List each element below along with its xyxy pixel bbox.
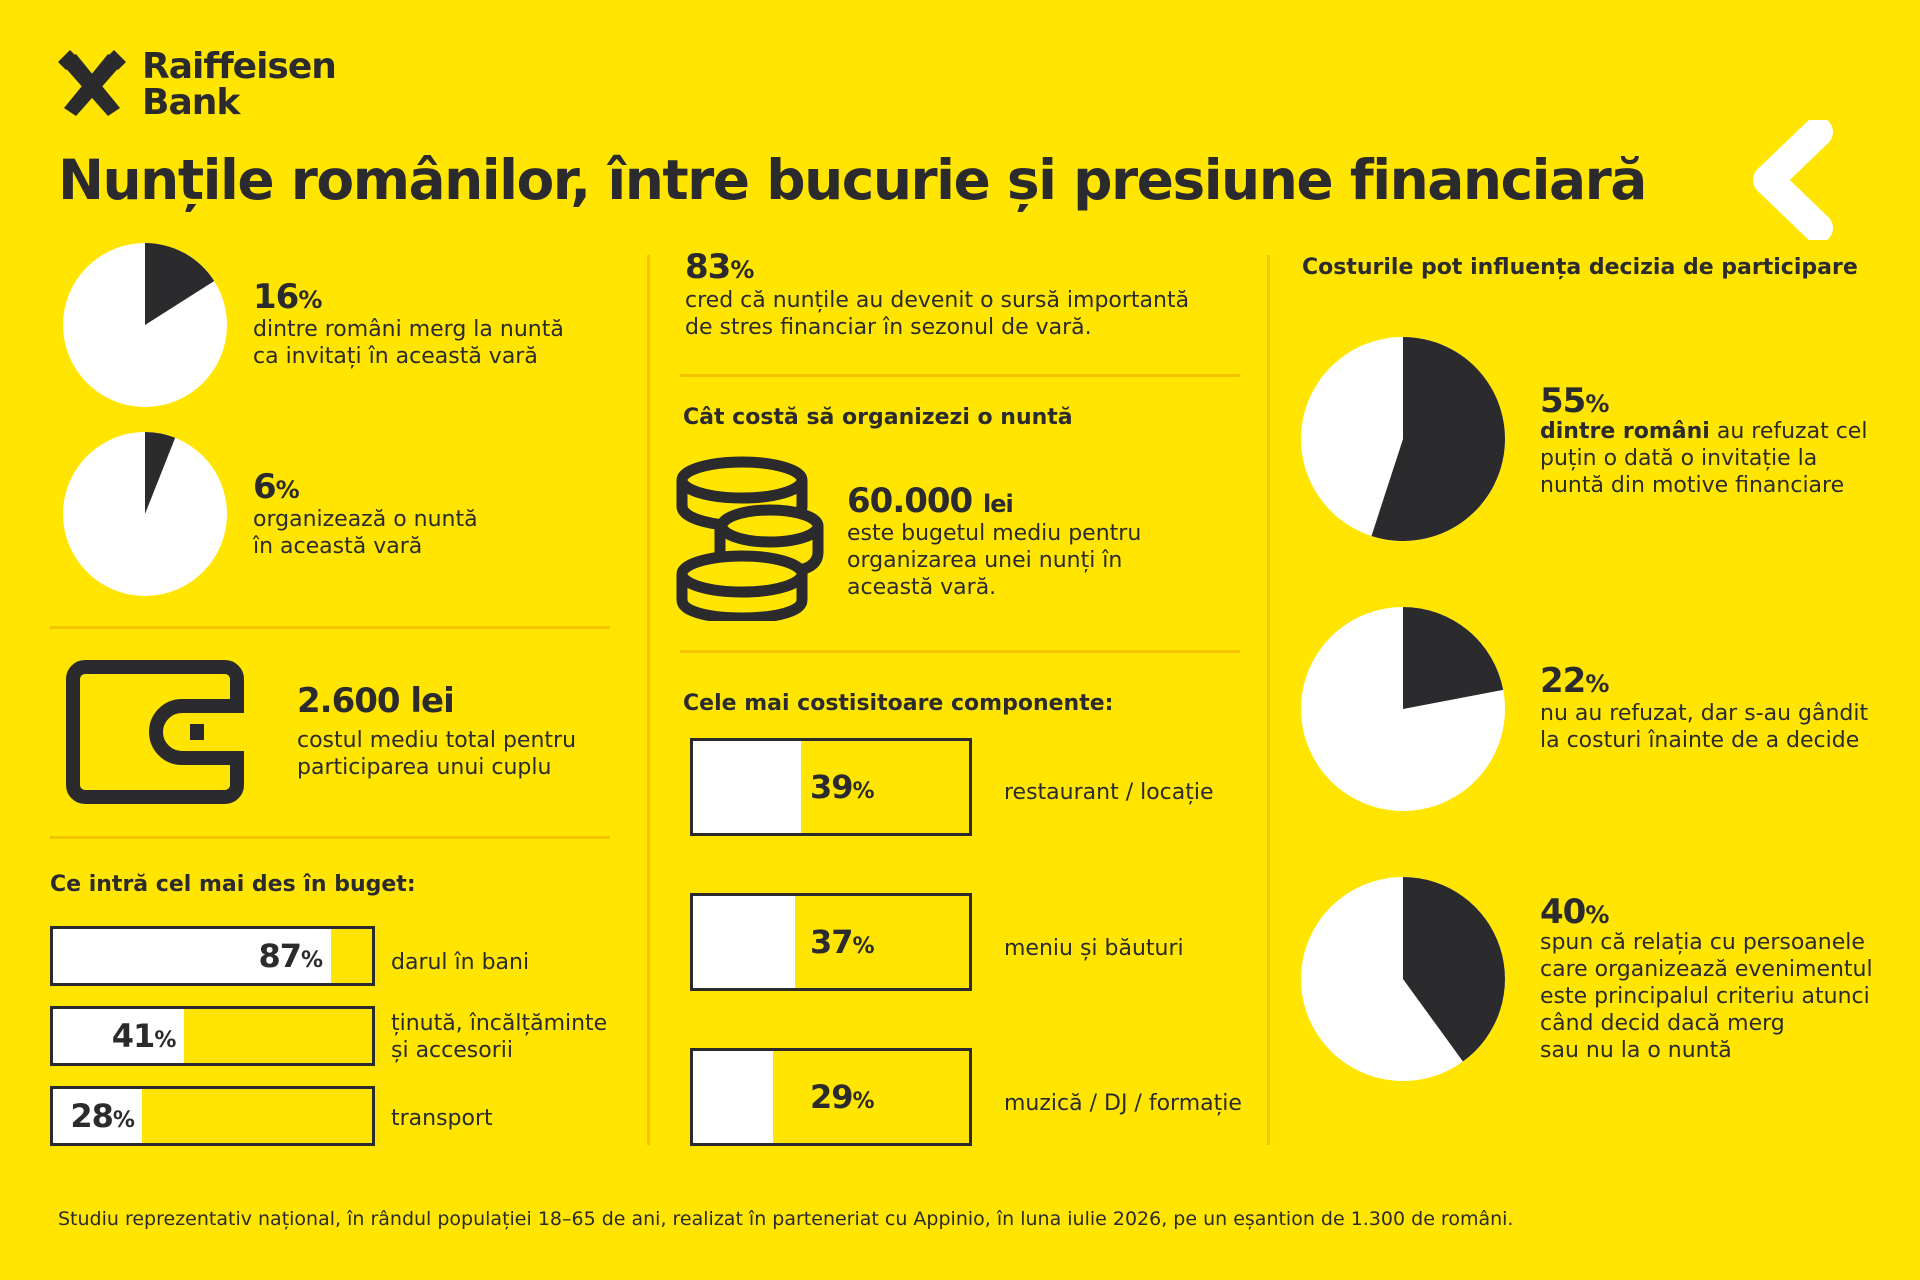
bar-value: 37%: [810, 923, 875, 961]
divider-mid-1: [680, 374, 1240, 377]
brand-name-line2: Bank: [142, 82, 240, 123]
bar-fill: [53, 929, 331, 983]
pie-chart-6: [63, 432, 227, 596]
stat-40-desc: spun că relația cu persoanele care organ…: [1540, 930, 1873, 1063]
bar-fill: [53, 1009, 184, 1063]
bar-fill: [693, 741, 801, 833]
component-label-0: restaurant / locație: [1004, 780, 1214, 805]
bar-value: 29%: [810, 1078, 875, 1116]
pie-chart-55: [1301, 337, 1505, 541]
budget-label-1: ținută, încălțăminte și accesorii: [391, 1011, 608, 1063]
crossed-gables-icon: [58, 50, 126, 116]
budget-bar-2: 28%: [50, 1086, 375, 1146]
stat-55-desc: dintre români au refuzat cel puțin o dat…: [1540, 419, 1868, 498]
bar-value: 87%: [258, 937, 324, 975]
footer-note: Studiu reprezentativ național, în rândul…: [58, 1208, 1514, 1230]
right-heading: Costurile pot influența decizia de parti…: [1302, 255, 1858, 280]
budget-bar-1: 41%: [50, 1006, 375, 1066]
coin-stack-icon: [676, 456, 824, 621]
component-label-2: muzică / DJ / formație: [1004, 1091, 1242, 1116]
stat-22-desc: nu au refuzat, dar s-au gândit la costur…: [1540, 701, 1869, 753]
chevron-left-icon: [1753, 120, 1833, 240]
wedding-cost-desc: este bugetul mediu pentru organizarea un…: [847, 521, 1142, 600]
stat-22-value: 22%: [1540, 661, 1609, 701]
stat-83-value: 83%: [685, 247, 754, 287]
bar-value: 39%: [810, 768, 875, 806]
stat-40-value: 40%: [1540, 892, 1609, 932]
wedding-cost-value: 60.000 lei: [847, 481, 1014, 521]
pie-chart-16: [63, 243, 227, 407]
component-bar-0: 39%: [690, 738, 972, 836]
stat-6-value: 6%: [253, 467, 300, 507]
bar-fill: [53, 1089, 143, 1143]
component-bar-1: 37%: [690, 893, 972, 991]
pie-slice-value: [145, 243, 215, 325]
pie-slice-value: [145, 432, 176, 514]
budget-heading: Ce intră cel mai des în buget:: [50, 872, 416, 897]
pie-slice-value: [1371, 337, 1505, 541]
brand-name-line1: Raiffeisen: [142, 46, 337, 87]
stat-16-value: 16%: [253, 277, 322, 317]
component-bar-2: 29%: [690, 1048, 972, 1146]
divider-mid-2: [680, 650, 1240, 653]
pie-slice-value: [1403, 877, 1505, 1062]
bar-fill: [693, 1051, 774, 1143]
wedding-cost-heading: Cât costă să organizezi o nuntă: [683, 405, 1073, 430]
wallet-icon: [66, 660, 244, 804]
bar-value: 28%: [70, 1097, 135, 1135]
stat-6-desc: organizează o nuntă în această vară: [253, 507, 478, 559]
cost-couple-desc: costul mediu total pentru participarea u…: [297, 728, 577, 780]
divider-left: [647, 255, 650, 1145]
divider-right: [1267, 255, 1270, 1145]
budget-label-0: darul în bani: [391, 950, 530, 975]
components-heading: Cele mai costisitoare componente:: [683, 691, 1114, 716]
pie-slice-value: [1403, 607, 1504, 709]
pie-chart-22: [1301, 607, 1505, 811]
budget-label-2: transport: [391, 1106, 493, 1131]
budget-bar-0: 87%: [50, 926, 375, 986]
stat-16-desc: dintre români merg la nuntă ca invitați …: [253, 317, 564, 369]
stat-55-value: 55%: [1540, 381, 1609, 421]
page-title: Nunțile românilor, între bucurie și pres…: [58, 148, 1647, 212]
pie-chart-40: [1301, 877, 1505, 1081]
bar-fill: [693, 896, 796, 988]
stat-83-desc: cred că nunțile au devenit o sursă impor…: [685, 288, 1190, 340]
component-label-1: meniu și băuturi: [1004, 936, 1184, 961]
divider-left-1: [50, 626, 610, 629]
brand-logo: Raiffeisen Bank: [58, 48, 337, 123]
divider-left-2: [50, 836, 610, 839]
cost-couple-value: 2.600 lei: [297, 681, 455, 721]
bar-value: 41%: [111, 1017, 177, 1055]
